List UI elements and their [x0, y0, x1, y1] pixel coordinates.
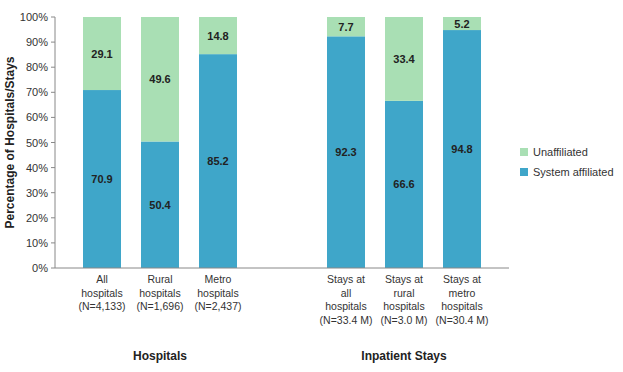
y-tick: [51, 242, 55, 243]
bar-segment: [141, 141, 179, 268]
x-tick-label-line: hospitals: [81, 287, 122, 299]
x-tick-label-line: (N=33.4 M): [320, 314, 373, 326]
data-label: 85.2: [207, 155, 228, 167]
bar-segment: [199, 17, 237, 54]
y-tick-label: 0%: [32, 262, 48, 274]
bar-segment: [199, 54, 237, 268]
legend-label: System affiliated: [533, 166, 614, 178]
y-tick: [51, 268, 55, 269]
legend-label: Unaffiliated: [533, 146, 588, 158]
data-label: 70.9: [91, 173, 112, 185]
y-tick-label: 80%: [26, 61, 48, 73]
data-label: 33.4: [393, 53, 415, 65]
x-axis: [55, 268, 509, 269]
y-tick: [51, 42, 55, 43]
x-tick-label: Metro hospitals(N=2,437): [195, 273, 242, 312]
x-tick-label-line: hospitals: [325, 300, 366, 312]
y-tick-label: 40%: [26, 162, 48, 174]
chart: 0% 10% 20% 30% 40% 50% 60% 70% 80% 90% 100% 70.9 29.…: [0, 0, 623, 372]
bar-segment: [327, 17, 365, 36]
bar-segment: [83, 90, 121, 268]
data-label: 29.1: [91, 48, 112, 60]
y-tick-label: 10%: [26, 237, 48, 249]
y-tick-label: 90%: [26, 36, 48, 48]
bar-segment: [83, 17, 121, 90]
legend-swatch: [520, 168, 528, 176]
group-label: Hospitals: [133, 349, 187, 363]
x-tick-label-line: all: [341, 287, 352, 299]
x-tick-label-line: (N=1,696): [137, 300, 184, 312]
x-tick-label-line: Stays at: [327, 273, 365, 285]
bar-segment: [443, 17, 481, 30]
x-tick-label-line: hospitals: [197, 287, 238, 299]
y-tick-label: 70%: [26, 86, 48, 98]
data-label: 14.8: [207, 30, 228, 42]
data-label: 66.6: [393, 178, 414, 190]
x-tick-label: Stays at allhospitals (N=33.4 M): [320, 273, 373, 326]
y-tick: [51, 217, 55, 218]
y-tick-label: 30%: [26, 187, 48, 199]
bar-segment: [141, 17, 179, 141]
x-tick-label-line: Rural: [147, 273, 172, 285]
x-tick-label-line: Metro: [205, 273, 232, 285]
x-tick-label-line: rural: [393, 287, 414, 299]
x-tick-label: Stays at ruralhospitals (N=3.0 M): [381, 273, 428, 326]
x-tick-label: Stays at metrohospitals (N=30.4 M): [436, 273, 489, 326]
y-tick: [51, 142, 55, 143]
x-tick-label-line: (N=3.0 M): [381, 314, 428, 326]
y-tick-label: 50%: [26, 137, 48, 149]
x-tick-label: All hospitals(N=4,133): [79, 273, 126, 312]
x-tick-label-line: metro: [449, 287, 476, 299]
x-tick-label-line: (N=4,133): [79, 300, 126, 312]
bar-segment: [327, 36, 365, 268]
data-label: 49.6: [149, 73, 170, 85]
y-tick: [51, 67, 55, 68]
x-tick-label-line: hospitals: [383, 300, 424, 312]
x-tick-label-line: (N=2,437): [195, 300, 242, 312]
bar-segment: [443, 30, 481, 268]
x-tick-label-line: All: [96, 273, 108, 285]
y-axis-label: Percentage of Hospitals/Stays: [3, 56, 17, 228]
data-label: 94.8: [451, 143, 472, 155]
y-tick-label: 60%: [26, 111, 48, 123]
group-label: Inpatient Stays: [361, 349, 447, 363]
x-tick-label-line: Stays at: [443, 273, 481, 285]
y-tick: [51, 92, 55, 93]
data-labels: 70.9 29.1 50.4 49.6 85.2 14.8 92.3 7.7 66.6 33.4 9…: [91, 18, 472, 211]
y-tick: [51, 192, 55, 193]
y-tick-label: 20%: [26, 212, 48, 224]
data-label: 7.7: [338, 21, 353, 33]
data-label: 50.4: [149, 199, 171, 211]
data-label: 92.3: [335, 146, 356, 158]
y-tick-label: 100%: [20, 11, 48, 23]
legend: Unaffiliated System affiliated: [520, 146, 614, 178]
x-tick-label: Rural hospitals(N=1,696): [137, 273, 184, 312]
y-axis: [55, 17, 56, 268]
x-tick-label-line: (N=30.4 M): [436, 314, 489, 326]
bar-segment: [385, 17, 423, 101]
data-label: 5.2: [454, 18, 469, 30]
x-tick-label-line: hospitals: [441, 300, 482, 312]
x-tick-label-line: hospitals: [139, 287, 180, 299]
bar-segment: [385, 101, 423, 268]
y-tick: [51, 17, 55, 18]
legend-swatch: [520, 148, 528, 156]
bars: [83, 17, 481, 268]
y-tick: [51, 167, 55, 168]
y-tick: [51, 117, 55, 118]
x-tick-label-line: Stays at: [385, 273, 423, 285]
